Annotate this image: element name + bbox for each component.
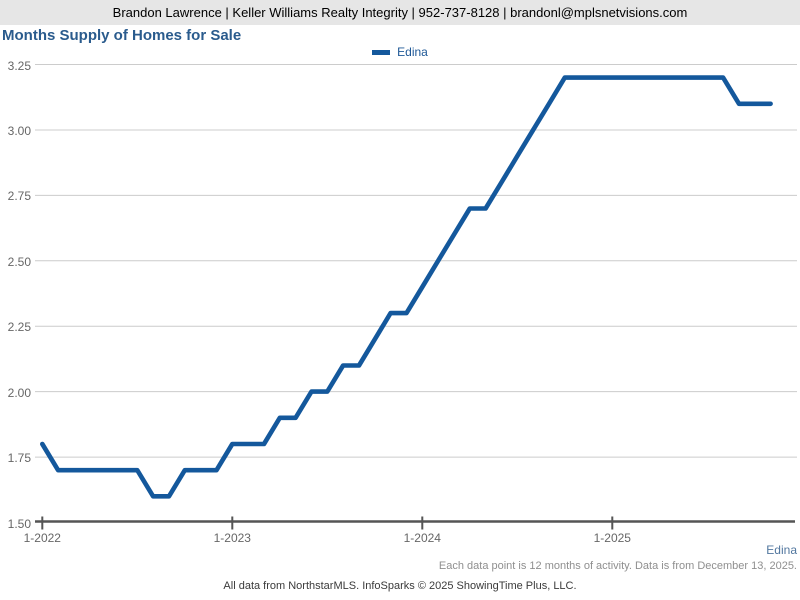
agent-contact-bar: Brandon Lawrence | Keller Williams Realt… (0, 0, 800, 25)
page-title: Months Supply of Homes for Sale (2, 27, 242, 44)
y-axis-label: 1.50 (7, 516, 31, 531)
footnote-series-label: Edina (766, 543, 797, 557)
y-axis-label: 3.00 (7, 123, 31, 138)
y-axis-label: 2.50 (7, 254, 31, 269)
x-axis-label: 1-2022 (23, 531, 61, 545)
x-axis-label: 1-2024 (403, 531, 441, 545)
line-swatch-icon (372, 49, 391, 55)
x-axis-label: 1-2025 (593, 531, 631, 545)
y-axis-label: 3.25 (7, 58, 31, 73)
legend-label: Edina (397, 45, 428, 59)
legend-item-edina[interactable]: Edina (372, 45, 428, 59)
y-axis-label: 1.75 (7, 451, 31, 466)
chart-legend: Edina (0, 44, 800, 60)
agent-contact-text: Brandon Lawrence | Keller Williams Realt… (112, 5, 688, 20)
y-axis-label: 2.00 (7, 385, 31, 400)
footnote-data-note: Each data point is 12 months of activity… (438, 560, 797, 572)
footnote-attribution: All data from NorthstarMLS. InfoSparks ©… (223, 580, 577, 592)
y-axis-label: 2.75 (7, 189, 31, 204)
x-axis-label: 1-2023 (213, 531, 251, 545)
edina-series-line (39, 75, 773, 499)
y-axis-label: 2.25 (7, 320, 31, 335)
